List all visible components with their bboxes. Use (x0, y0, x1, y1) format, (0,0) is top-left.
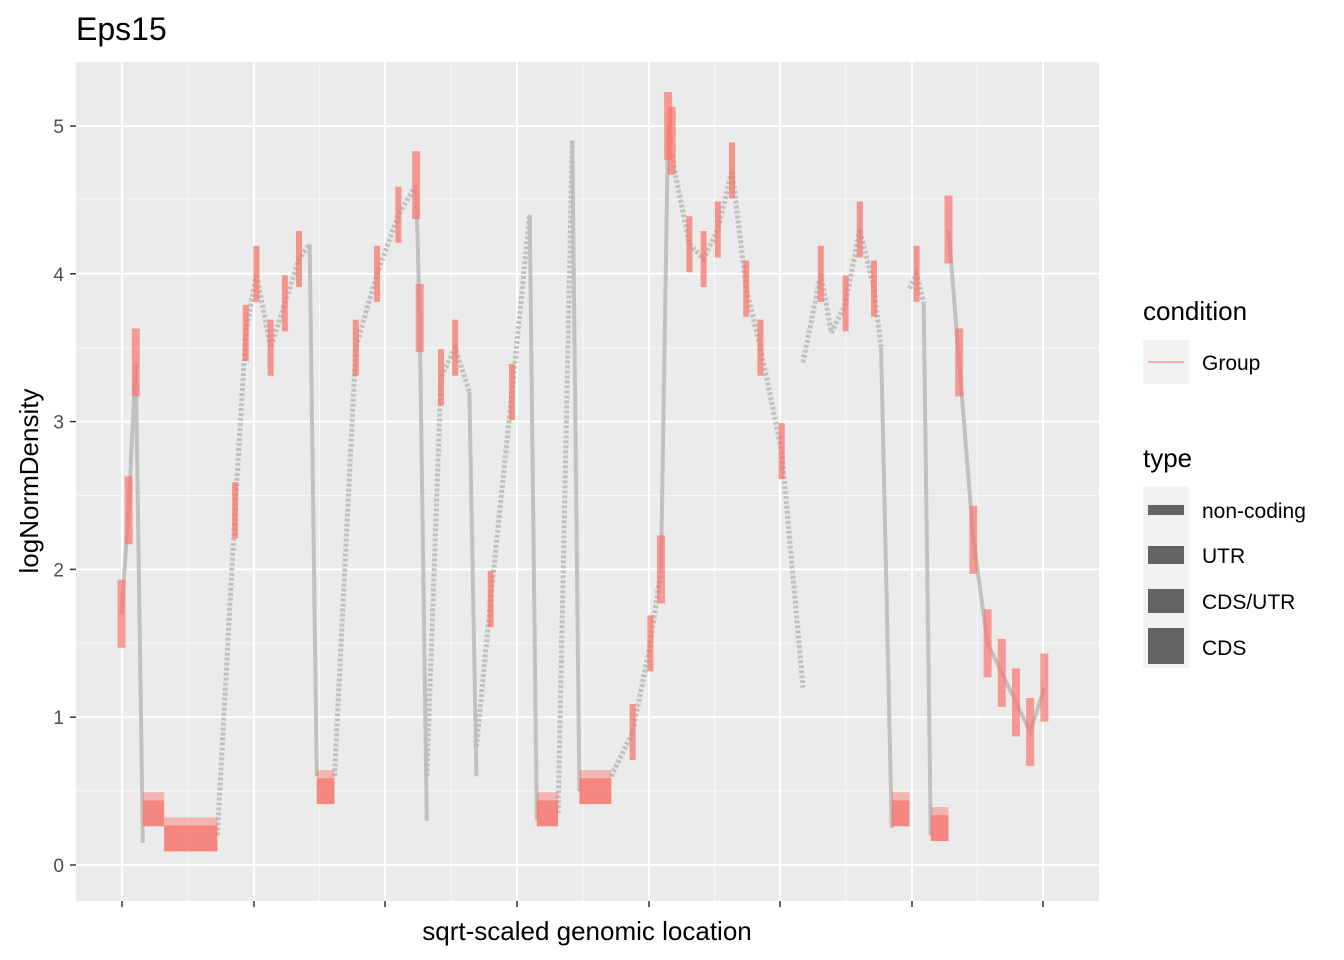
series-ramp-line (669, 155, 806, 688)
series-drop-line (307, 244, 319, 777)
series-exon-block (997, 638, 1006, 707)
series-drop-line (417, 318, 429, 821)
series-exon-block (395, 186, 402, 243)
legend-condition-item: Group (1202, 352, 1260, 375)
y-tick-label: 0 (53, 856, 64, 877)
y-tick-label: 5 (53, 117, 64, 138)
series-exon-block (944, 195, 953, 264)
series-exon-block (374, 245, 381, 302)
series-exon-block (969, 505, 978, 574)
series-exon-block (508, 364, 515, 421)
legend-type-swatch-non-coding (1148, 505, 1184, 515)
series-ramp-line (424, 340, 472, 777)
series-ramp-line (214, 242, 312, 836)
series-exon-block (700, 231, 707, 288)
series-exon-bar (579, 778, 612, 805)
series-exon-block (267, 319, 274, 376)
legend-type-title: type (1143, 443, 1192, 473)
series-exon-block (352, 319, 359, 376)
legend-type-swatch-cds (1148, 628, 1184, 664)
series-exon-bar-utr (164, 817, 218, 826)
series-exon-bar (536, 800, 559, 827)
series-exon-block (714, 201, 721, 258)
series-exon-block (657, 535, 666, 604)
series-exon-block (647, 615, 654, 672)
exon-layer (117, 92, 1049, 852)
series-drop-line (570, 140, 582, 792)
series-exon-block (1040, 653, 1049, 722)
series-ramp-line (609, 569, 664, 778)
legend-type-item-cds-utr: CDS/UTR (1202, 591, 1295, 614)
chart-title: Eps15 (76, 11, 167, 47)
series-exon-block (1011, 668, 1020, 737)
series-exon-block (667, 106, 676, 175)
series-exon-block (117, 579, 126, 648)
series-exon-block (253, 245, 260, 302)
series-drop-line (467, 392, 479, 777)
series-ramp-line (474, 214, 533, 748)
series-exon-bar-utr (536, 792, 559, 801)
series-exon-block (296, 231, 303, 288)
series-exon-block (842, 275, 849, 332)
series-exon-block (686, 216, 693, 273)
series-exon-block (778, 423, 785, 480)
series-exon-bar (164, 825, 218, 852)
series-exon-bar-utr (316, 770, 335, 779)
series-drop-line (879, 347, 894, 829)
series-exon-bar-utr (930, 807, 949, 816)
series-exon-block (281, 275, 288, 332)
series-exon-block (487, 570, 494, 627)
series-exon-block (913, 245, 920, 302)
legend-condition: condition Group (1143, 296, 1260, 384)
legend-type-swatch-utr (1148, 546, 1184, 564)
series-exon-bar (930, 815, 949, 842)
grid-minor (76, 62, 1099, 901)
series-exon-bar (316, 778, 335, 805)
y-tick-label: 4 (53, 265, 64, 286)
series-exon-block (242, 304, 249, 361)
series-exon-block (629, 703, 636, 760)
legend-type: type non-coding UTR CDS/UTR CDS (1143, 443, 1306, 668)
legend-type-item-non-coding: non-coding (1202, 500, 1306, 523)
series-exon-block (729, 142, 736, 199)
series-drop-line (921, 303, 933, 836)
series-exon-bar-utr (142, 792, 165, 801)
y-tick-label: 3 (53, 413, 64, 434)
series-exon-block (232, 482, 239, 539)
series-exon-block (412, 151, 421, 220)
series-exon-block (743, 260, 750, 317)
series-exon-bar-utr (579, 770, 612, 779)
series-exon-block (856, 201, 863, 258)
y-tick-label: 2 (53, 560, 64, 581)
series-exon-block (817, 245, 824, 302)
series-exon-bar (142, 800, 165, 827)
series-ramp-line (555, 140, 575, 814)
series-exon-block (757, 319, 764, 376)
y-ticks: 0 1 2 3 4 5 (53, 117, 1044, 907)
series-exon-block (1026, 697, 1035, 766)
y-axis-label: logNormDensity (14, 389, 44, 574)
series-exon-block (983, 609, 992, 678)
series-exon-block (131, 328, 140, 397)
series-exon-block (870, 260, 877, 317)
series-drop-line (527, 214, 539, 821)
legend-condition-title: condition (1143, 296, 1247, 326)
x-axis-label: sqrt-scaled genomic location (422, 916, 752, 946)
series-exon-bar (891, 800, 910, 827)
series-exon-block (437, 349, 444, 406)
grid-major (76, 62, 1099, 901)
series-exon-block (415, 284, 424, 353)
y-tick-label: 1 (53, 708, 64, 729)
series-exon-block (452, 319, 459, 376)
series-exon-bar-utr (891, 792, 910, 801)
legend-type-item-utr: UTR (1202, 545, 1245, 568)
legend-type-item-cds: CDS (1202, 637, 1246, 660)
series-exon-block (955, 328, 964, 397)
series-exon-block (124, 476, 133, 545)
legend-type-swatch-cds-utr (1148, 589, 1184, 613)
trace-layer (119, 125, 1047, 843)
series-drop-line (133, 362, 145, 843)
